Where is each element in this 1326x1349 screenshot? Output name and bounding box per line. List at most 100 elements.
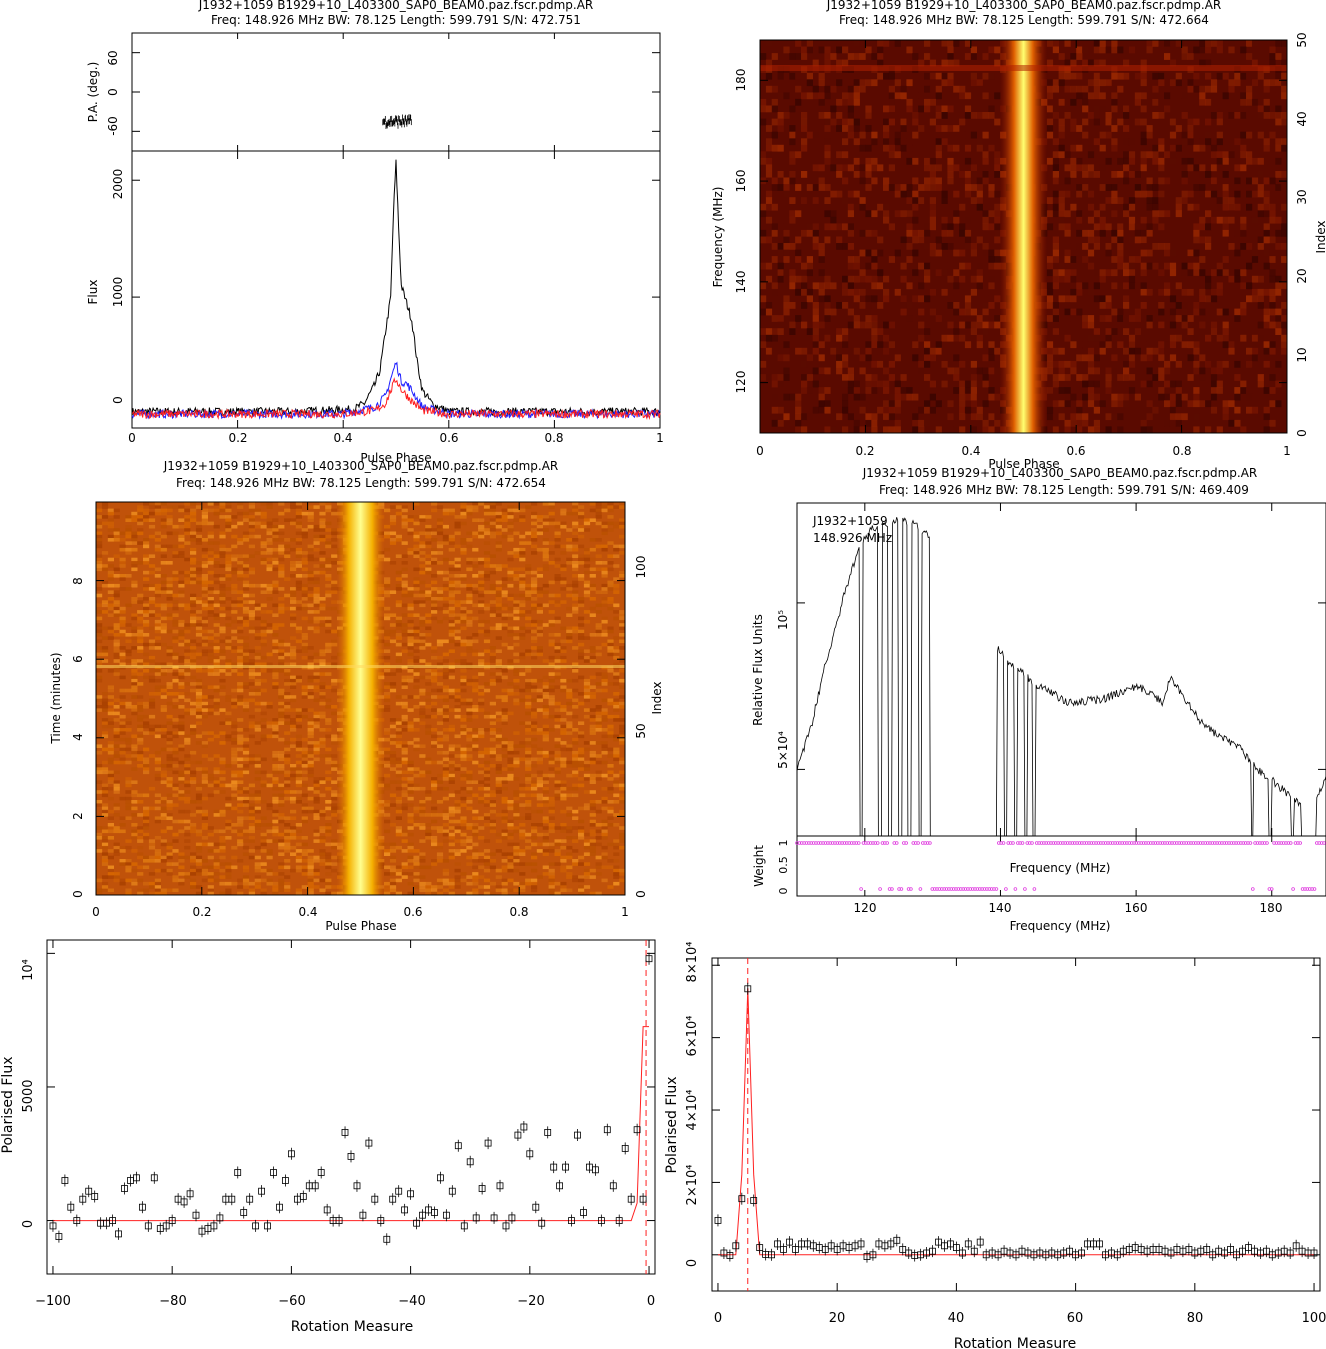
heatmap-cell <box>789 197 796 204</box>
heatmap-cell <box>160 623 167 627</box>
heatmap-cell <box>384 508 391 513</box>
heatmap-cell <box>1093 210 1100 218</box>
heatmap-cell <box>407 662 414 667</box>
heatmap-cell <box>806 184 813 191</box>
heatmap-cell <box>248 600 255 604</box>
heatmap-cell <box>1105 243 1112 250</box>
heatmap-cell <box>619 574 626 578</box>
heatmap-cell <box>929 59 936 67</box>
heatmap-cell <box>1216 46 1223 54</box>
heatmap-cell <box>912 157 919 165</box>
heatmap-cell <box>859 144 866 152</box>
heatmap-cell <box>237 570 244 575</box>
heatmap-cell <box>519 672 526 676</box>
heatmap-cell <box>137 593 144 598</box>
heatmap-cell <box>542 675 549 680</box>
heatmap-cell <box>143 583 150 588</box>
heatmap-cell <box>154 603 161 608</box>
heatmap-cell <box>413 649 420 653</box>
heatmap-cell <box>519 518 526 522</box>
heatmap-cell <box>495 678 502 683</box>
heatmap-cell <box>436 524 444 529</box>
heatmap-cell <box>894 210 901 218</box>
heatmap-cell <box>842 105 849 113</box>
heatmap-cell <box>1187 98 1194 106</box>
heatmap-cell <box>519 580 526 585</box>
heatmap-cell <box>407 606 414 611</box>
heatmap-cell <box>483 662 491 667</box>
heatmap-cell <box>460 551 467 555</box>
heatmap-cell <box>495 649 502 653</box>
heatmap-cell <box>836 360 843 368</box>
heatmap-cell <box>166 629 173 634</box>
heatmap-cell <box>1146 400 1153 408</box>
heatmap-cell <box>231 610 238 614</box>
heatmap-cell <box>501 642 508 647</box>
heatmap-cell <box>436 619 444 624</box>
heatmap-cell <box>1164 380 1171 388</box>
heatmap-cell <box>1228 216 1235 224</box>
heatmap-cell <box>248 534 255 539</box>
heatmap-cell <box>1093 92 1100 100</box>
heatmap-cell <box>319 518 326 522</box>
heatmap-cell <box>172 551 179 555</box>
heatmap-cell <box>307 619 314 624</box>
heatmap-cell <box>607 649 614 653</box>
heatmap-cell <box>1052 413 1059 421</box>
heatmap-cell <box>765 138 773 146</box>
heatmap-cell <box>1199 223 1206 231</box>
heatmap-cell <box>1275 400 1282 408</box>
heatmap-cell <box>924 53 931 60</box>
heatmap-cell <box>454 524 461 529</box>
heatmap-cell <box>431 669 438 673</box>
heatmap-cell <box>101 652 109 657</box>
heatmap-cell <box>1082 85 1089 93</box>
heatmap-cell <box>1134 92 1141 100</box>
heatmap-cell <box>970 79 977 87</box>
heatmap-cell <box>859 40 866 47</box>
heatmap-cell <box>143 603 150 608</box>
heatmap-cell <box>313 590 320 594</box>
heatmap-cell <box>531 636 538 640</box>
heatmap-cell <box>242 685 250 689</box>
heatmap-cell <box>184 672 191 676</box>
fp-ytick: 160 <box>734 170 748 193</box>
heatmap-cell <box>119 544 126 549</box>
heatmap-cell <box>125 649 132 653</box>
heatmap-cell <box>295 561 302 565</box>
heatmap-cell <box>1123 360 1130 368</box>
heatmap-cell <box>806 413 813 421</box>
heatmap-cell <box>195 642 203 647</box>
heatmap-cell <box>619 518 626 522</box>
heatmap-cell <box>1205 131 1212 139</box>
heatmap-cell <box>178 544 185 549</box>
heatmap-cell <box>789 302 796 309</box>
heatmap-cell <box>1281 138 1288 146</box>
heatmap-cell <box>248 508 255 513</box>
heatmap-cell <box>195 692 203 696</box>
heatmap-cell <box>278 557 285 562</box>
heatmap-cell <box>242 567 250 572</box>
heatmap-cell <box>160 672 167 676</box>
heatmap-cell <box>900 125 907 132</box>
heatmap-cell <box>812 406 819 414</box>
heatmap-cell <box>1205 190 1212 198</box>
heatmap-cell <box>225 515 232 519</box>
heatmap-cell <box>96 593 103 598</box>
heatmap-cell <box>278 511 285 516</box>
heatmap-cell <box>442 688 449 693</box>
heatmap-cell <box>560 511 567 516</box>
heatmap-cell <box>812 85 819 93</box>
heatmap-cell <box>448 610 455 614</box>
heatmap-cell <box>572 688 579 693</box>
heatmap-cell <box>237 688 244 693</box>
heatmap-cell <box>507 583 514 588</box>
heatmap-cell <box>1111 236 1118 244</box>
heatmap-cell <box>1269 269 1276 277</box>
heatmap-cell <box>125 551 132 555</box>
heatmap-cell <box>906 138 913 146</box>
heatmap-cell <box>307 574 314 578</box>
heatmap-cell <box>801 374 808 381</box>
heatmap-cell <box>1216 360 1223 368</box>
heatmap-cell <box>554 675 561 680</box>
